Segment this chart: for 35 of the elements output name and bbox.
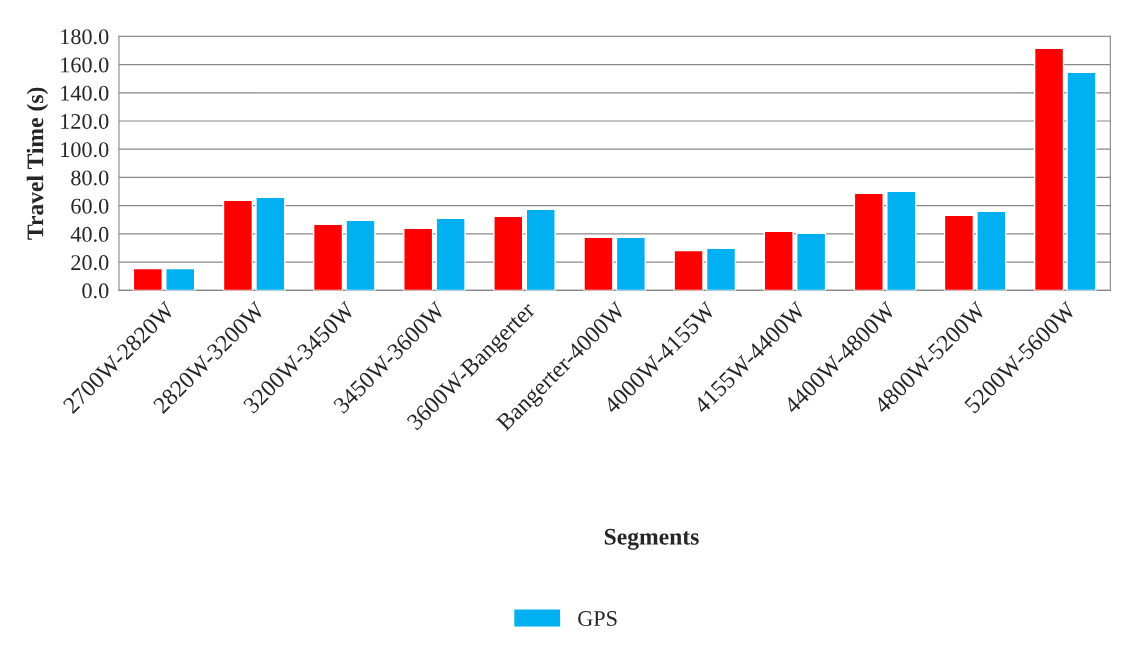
bar xyxy=(525,208,556,291)
y-tick-label: 160.0 xyxy=(61,57,109,73)
bar xyxy=(943,214,975,291)
bar xyxy=(976,210,1007,291)
bar xyxy=(493,215,524,291)
bar xyxy=(345,219,376,291)
y-tick-label: 140.0 xyxy=(61,85,109,101)
bar xyxy=(165,267,196,291)
y-tick-label: 20.0 xyxy=(71,255,109,271)
bar xyxy=(796,232,827,291)
y-tick-label: 120.0 xyxy=(61,113,109,130)
bar xyxy=(705,247,737,291)
y-tick-label: 0.0 xyxy=(82,283,109,299)
bar xyxy=(583,236,614,291)
x-axis-title: Segments xyxy=(604,528,699,550)
bar xyxy=(312,223,344,291)
bar xyxy=(886,190,917,291)
y-tick-label: 40.0 xyxy=(70,226,109,242)
legend-label: GPS xyxy=(578,611,617,627)
y-tick-label: 180.0 xyxy=(61,29,109,45)
bar xyxy=(1033,47,1065,291)
y-axis-title: Travel Time (s) xyxy=(26,87,49,240)
y-tick-label: 100.0 xyxy=(61,142,109,158)
y-tick-label: 60.0 xyxy=(71,198,109,214)
bar xyxy=(853,192,884,291)
bar xyxy=(255,196,286,291)
bar xyxy=(222,199,254,291)
bar xyxy=(435,217,466,291)
bar xyxy=(763,230,794,291)
y-tick-label: 80.0 xyxy=(71,170,109,186)
bar xyxy=(403,227,434,291)
bar xyxy=(1066,71,1097,291)
bar xyxy=(673,249,704,291)
bar xyxy=(132,267,163,291)
bar xyxy=(615,236,646,291)
